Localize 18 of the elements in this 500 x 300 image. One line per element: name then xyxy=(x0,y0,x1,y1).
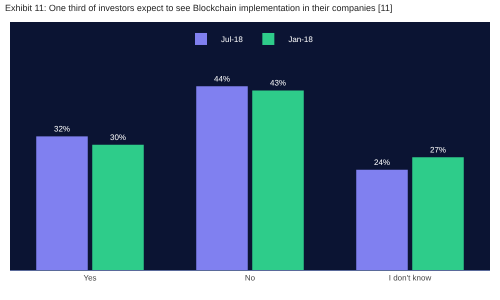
legend-label: Jul-18 xyxy=(221,35,244,44)
legend-label: Jan-18 xyxy=(288,35,314,44)
bar xyxy=(196,86,248,270)
data-label: 32% xyxy=(54,124,70,134)
bar xyxy=(92,144,144,270)
data-label: 27% xyxy=(430,145,446,154)
data-label: 30% xyxy=(110,132,126,142)
data-label: 44% xyxy=(214,74,230,84)
bar xyxy=(252,90,304,270)
bar xyxy=(412,157,464,270)
x-tick-label: No xyxy=(244,274,256,283)
x-tick-label: I don't know xyxy=(388,274,432,283)
chart-title: Exhibit 11: One third of investors expect to see Blockchain implementation in their companies [11] xyxy=(5,2,392,13)
data-label: 43% xyxy=(270,78,286,88)
x-tick-label: Yes xyxy=(83,274,97,283)
bar xyxy=(356,170,408,270)
bar xyxy=(36,136,88,270)
data-label: 24% xyxy=(374,158,390,167)
